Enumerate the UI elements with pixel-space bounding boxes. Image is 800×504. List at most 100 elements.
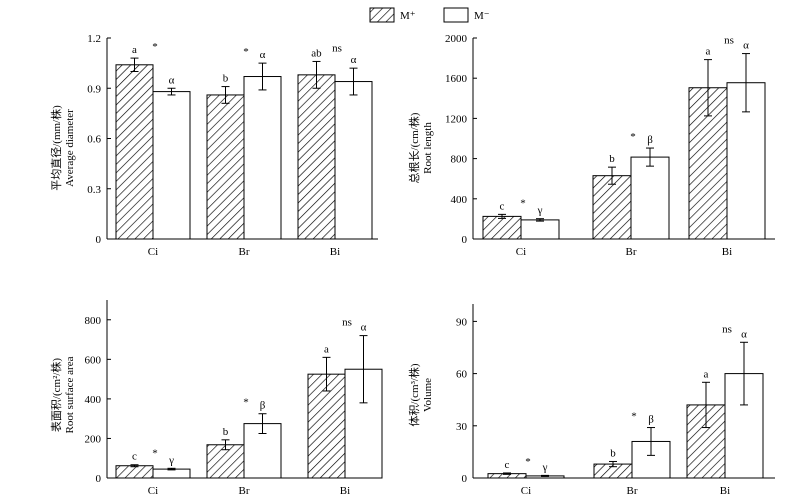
- y-tick-label: 1200: [445, 113, 468, 125]
- bar-m-plus: [115, 465, 154, 479]
- pairwise-significance: *: [520, 197, 526, 209]
- y-axis-label-en: Root length: [422, 122, 434, 174]
- significance-letter: ab: [311, 47, 322, 59]
- bar-m-plus: [297, 74, 336, 240]
- x-tick-label: Bi: [722, 246, 732, 258]
- chart-panel-2: 0 400 800 1200 1600 2000 总根长/(cm/株)Root length…: [407, 33, 775, 258]
- bar-m-minus: [334, 81, 373, 240]
- x-tick-label: Br: [626, 246, 637, 258]
- bar-m-minus: [152, 91, 191, 240]
- significance-letter: β: [648, 414, 654, 426]
- y-tick-label: 60: [456, 369, 468, 381]
- legend-label-m-plus: M⁺: [400, 10, 416, 22]
- significance-letter: c: [505, 459, 510, 471]
- y-tick-label: 400: [451, 194, 468, 206]
- significance-letter: β: [260, 400, 266, 412]
- significance-letter: c: [500, 200, 505, 212]
- significance-letter: α: [260, 49, 266, 61]
- y-tick-label: 800: [451, 154, 468, 166]
- y-axis-label-en: Average diameter: [64, 109, 76, 187]
- x-tick-label: Bi: [720, 485, 730, 497]
- y-axis-label: 表面积/(cm²/株)Root surface area: [49, 356, 76, 433]
- significance-letter: γ: [168, 454, 174, 466]
- bar-m-minus: [520, 219, 560, 240]
- pairwise-significance: *: [631, 411, 637, 423]
- significance-letter: γ: [542, 461, 548, 473]
- bar-m-minus: [152, 468, 191, 479]
- y-tick-label: 0: [462, 234, 468, 246]
- bar-m-plus: [482, 215, 522, 240]
- legend-label-m-minus: M⁻: [474, 10, 490, 22]
- y-axis-label: 总根长/(cm/株)Root length: [407, 112, 434, 183]
- bar-m-minus: [630, 156, 670, 240]
- y-tick-label: 0.6: [87, 134, 101, 146]
- x-tick-label: Br: [627, 485, 638, 497]
- chart-panel-1: 0 0.3 0.6 0.9 1.2 平均直径/(mm/株)Average diameter…: [49, 33, 378, 258]
- significance-letter: α: [743, 40, 749, 52]
- pairwise-significance: *: [525, 456, 531, 468]
- y-tick-label: 800: [85, 315, 102, 327]
- pairwise-significance: *: [152, 41, 158, 53]
- pairwise-significance: ns: [724, 35, 734, 47]
- bar-m-minus: [243, 76, 282, 240]
- y-tick-label: 1600: [445, 73, 468, 85]
- y-tick-label: 2000: [445, 33, 468, 45]
- bar-m-plus: [206, 444, 245, 479]
- pairwise-significance: *: [243, 46, 249, 58]
- significance-letter: a: [704, 368, 709, 380]
- pairwise-significance: *: [243, 397, 249, 409]
- chart-panel-3: 0 200 400 600 800 表面积/(cm²/株)Root surface are…: [49, 300, 383, 497]
- pairwise-significance: *: [630, 131, 636, 143]
- x-tick-label: Ci: [521, 485, 531, 497]
- significance-letter: β: [647, 134, 653, 146]
- y-axis-label-cn: 表面积/(cm²/株): [49, 358, 63, 433]
- pairwise-significance: *: [152, 448, 158, 460]
- x-tick-label: Ci: [148, 246, 158, 258]
- y-tick-label: 0: [96, 473, 102, 485]
- significance-letter: α: [169, 74, 175, 86]
- y-axis-label-cn: 平均直径/(mm/株): [49, 105, 63, 191]
- significance-letter: α: [361, 322, 367, 334]
- y-axis-label: 平均直径/(mm/株)Average diameter: [49, 105, 76, 191]
- significance-letter: b: [609, 153, 615, 165]
- pairwise-significance: ns: [722, 323, 732, 335]
- significance-letter: α: [741, 328, 747, 340]
- y-axis-label-en: Volume: [422, 378, 434, 412]
- significance-letter: γ: [537, 205, 543, 217]
- bar-m-plus: [206, 94, 245, 240]
- significance-letter: a: [324, 343, 329, 355]
- chart-panel-4: 0 30 60 90 体积/(cm³/株)Volume Ci c γ * Br b β * Bi a αns: [407, 304, 775, 497]
- x-tick-label: Bi: [340, 485, 350, 497]
- y-tick-label: 90: [456, 316, 468, 328]
- y-axis-label-cn: 体积/(cm³/株): [407, 363, 421, 427]
- significance-letter: b: [223, 73, 229, 85]
- y-tick-label: 1.2: [87, 33, 101, 45]
- y-tick-label: 600: [85, 354, 102, 366]
- legend-swatch-hatched: [369, 7, 395, 23]
- y-tick-label: 0: [462, 473, 468, 485]
- x-tick-label: Br: [239, 485, 250, 497]
- y-axis-label-en: Root surface area: [64, 356, 76, 433]
- y-axis-label: 体积/(cm³/株)Volume: [407, 363, 434, 427]
- y-tick-label: 0.3: [87, 184, 101, 196]
- y-tick-label: 200: [85, 433, 102, 445]
- significance-letter: b: [223, 426, 229, 438]
- pairwise-significance: ns: [342, 317, 352, 329]
- legend: M⁺ M⁻: [369, 7, 490, 23]
- significance-letter: b: [610, 447, 616, 459]
- bar-m-plus: [592, 175, 632, 240]
- x-tick-label: Ci: [516, 246, 526, 258]
- y-tick-label: 30: [456, 421, 468, 433]
- y-tick-label: 400: [85, 394, 102, 406]
- pairwise-significance: ns: [332, 42, 342, 54]
- significance-letter: α: [351, 54, 357, 66]
- bar-m-plus: [115, 64, 154, 240]
- significance-letter: a: [132, 44, 137, 56]
- y-axis-label-cn: 总根长/(cm/株): [407, 112, 421, 183]
- x-tick-label: Ci: [148, 485, 158, 497]
- x-tick-label: Br: [239, 246, 250, 258]
- y-tick-label: 0.9: [87, 83, 101, 95]
- y-tick-label: 0: [96, 234, 102, 246]
- significance-letter: a: [706, 46, 711, 58]
